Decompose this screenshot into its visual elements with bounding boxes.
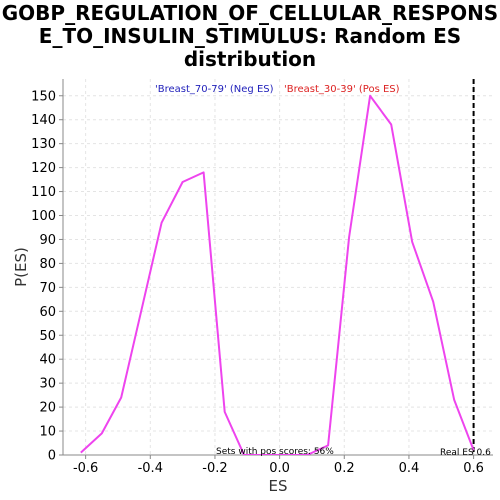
y-tick-label-4: 40 bbox=[39, 353, 56, 368]
x-axis-label: ES bbox=[269, 477, 288, 495]
y-tick-label-13: 130 bbox=[31, 137, 56, 152]
x-tick-label-5: 0.4 bbox=[399, 461, 420, 476]
y-tick-label-1: 10 bbox=[39, 425, 56, 440]
y-tick-label-11: 110 bbox=[31, 185, 56, 200]
y-tick-label-14: 140 bbox=[31, 113, 56, 128]
y-tick-label-5: 50 bbox=[39, 329, 56, 344]
chart-title-line-3: distribution bbox=[183, 47, 317, 71]
x-tick-label-2: -0.2 bbox=[202, 461, 227, 476]
y-tick-label-3: 30 bbox=[39, 377, 56, 392]
legend-neg-es: 'Breast_70-79' (Neg ES) bbox=[155, 84, 274, 95]
tick-labels: -0.6 -0.4 -0.2 0.0 0.2 0.4 0.6 0 10 20 30 40 50 60 70 8… bbox=[31, 89, 484, 476]
x-tick-label-0: -0.6 bbox=[73, 461, 98, 476]
real-es-annotation: Real ES 0.6 bbox=[440, 448, 491, 458]
series-line-0 bbox=[80, 94, 475, 455]
chart-title: GOBP_REGULATION_OF_CELLULAR_RESPONS E_TO… bbox=[0, 2, 500, 71]
y-tick-label-0: 0 bbox=[48, 449, 56, 464]
series-layer bbox=[80, 94, 475, 455]
pos-scores-annotation: Sets with pos scores: 56% bbox=[216, 447, 334, 457]
y-tick-label-7: 70 bbox=[39, 281, 56, 296]
x-tick-label-3: 0.0 bbox=[269, 461, 290, 476]
grid-lines bbox=[63, 79, 493, 456]
chart-title-line-1: GOBP_REGULATION_OF_CELLULAR_RESPONS bbox=[1, 1, 499, 25]
x-tick-label-4: 0.2 bbox=[334, 461, 355, 476]
plot-background bbox=[63, 79, 493, 455]
y-tick-label-12: 120 bbox=[31, 161, 56, 176]
y-tick-label-8: 80 bbox=[39, 257, 56, 272]
x-tick-label-1: -0.4 bbox=[138, 461, 163, 476]
y-tick-label-9: 90 bbox=[39, 233, 56, 248]
y-tick-label-6: 60 bbox=[39, 305, 56, 320]
x-tick-label-6: 0.6 bbox=[463, 461, 484, 476]
y-axis-label: P(ES) bbox=[12, 247, 30, 287]
y-tick-label-10: 100 bbox=[31, 209, 56, 224]
legend-pos-es: 'Breast_30-39' (Pos ES) bbox=[284, 84, 400, 95]
y-tick-label-15: 150 bbox=[31, 89, 56, 104]
y-tick-label-2: 20 bbox=[39, 401, 56, 416]
chart-title-line-2: E_TO_INSULIN_STIMULUS: Random ES bbox=[38, 24, 462, 48]
